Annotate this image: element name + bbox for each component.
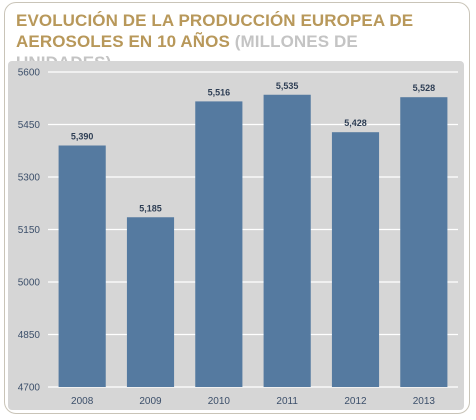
chart-title: EVOLUCIÓN DE LA PRODUCCIÓN EUROPEA DE AE…: [16, 10, 456, 73]
y-tick-label: 5150: [18, 225, 41, 236]
y-tick-label: 5000: [18, 278, 41, 289]
bar-value-label: 5,390: [71, 132, 94, 142]
x-tick-label: 2008: [71, 396, 94, 407]
x-tick-label: 2010: [208, 396, 231, 407]
bar-value-label: 5,185: [139, 203, 162, 213]
bar: [126, 217, 175, 387]
bar-value-label: 5,428: [344, 118, 367, 128]
chart-title-main: EVOLUCIÓN DE LA PRODUCCIÓN EUROPEA DE AE…: [16, 11, 414, 51]
bar: [58, 145, 106, 387]
x-tick-label: 2013: [413, 396, 436, 407]
bar: [400, 97, 448, 387]
y-tick-label: 4850: [18, 330, 41, 341]
bar: [263, 94, 311, 387]
bar-value-label: 5,535: [276, 81, 299, 91]
bar-value-label: 5,528: [413, 83, 436, 93]
y-tick-label: 5300: [18, 173, 41, 184]
bar-value-label: 5,516: [208, 87, 231, 97]
y-tick-label: 5450: [18, 120, 41, 131]
y-tick-label: 4700: [18, 383, 41, 394]
x-tick-label: 2011: [276, 396, 298, 407]
bar: [331, 132, 380, 387]
bar: [195, 101, 243, 388]
y-tick-label: 5600: [18, 68, 41, 79]
x-tick-label: 2012: [344, 396, 367, 407]
x-tick-label: 2009: [139, 396, 162, 407]
